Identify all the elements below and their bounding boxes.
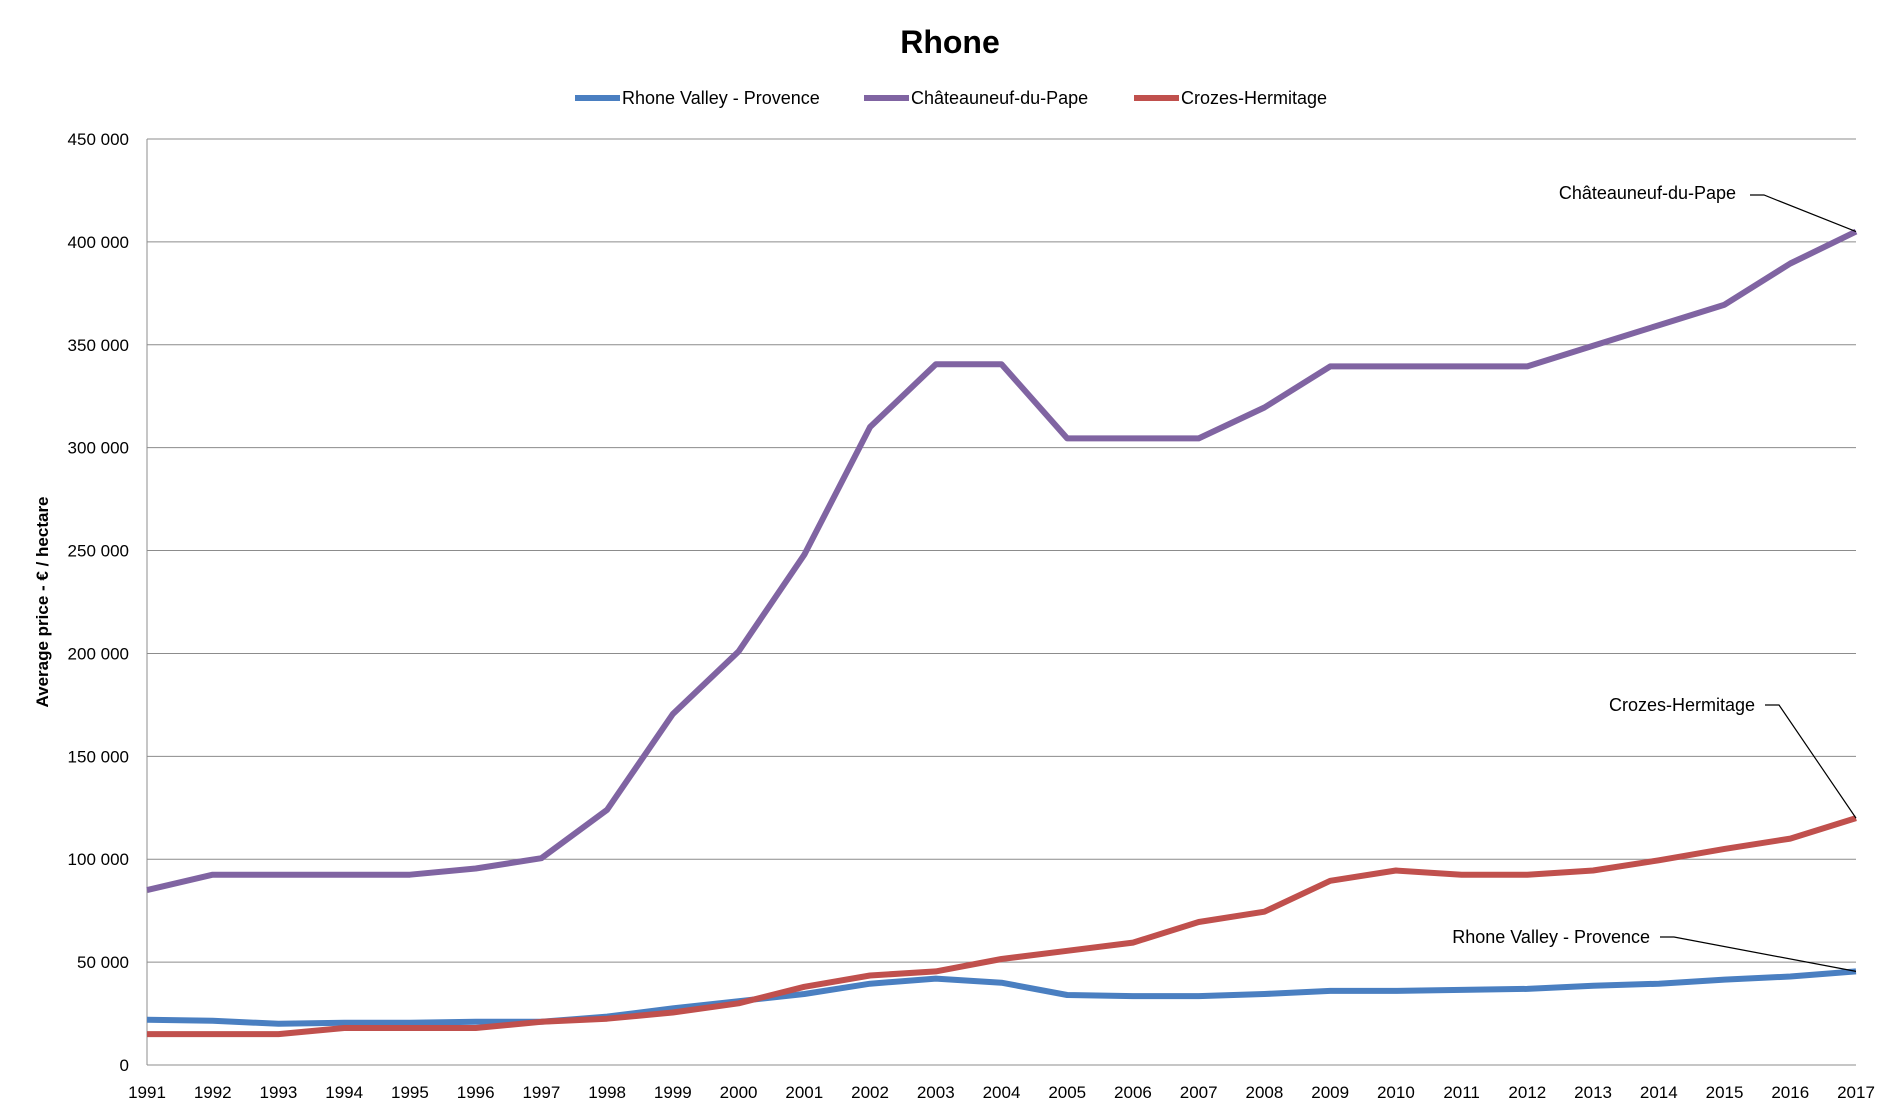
x-tick-label: 1993 (260, 1083, 298, 1102)
annotation-leader-line (1750, 194, 1857, 233)
x-tick-labels: 1991 1992 1993 1994 1995 1996 1997 1998 1999 2000… (128, 1083, 1875, 1102)
series-line-chateauneuf-du-pape (146, 228, 1858, 894)
x-tick-label: 2007 (1180, 1083, 1218, 1102)
x-tick-label: 1999 (654, 1083, 692, 1102)
x-tick-label: 1992 (194, 1083, 232, 1102)
x-tick-label: 2009 (1311, 1083, 1349, 1102)
y-tick-label: 150 000 (68, 747, 129, 766)
annotation-chateauneuf-du-pape: Châteauneuf-du-Pape (1559, 183, 1857, 233)
chart-title: Rhone (900, 24, 1000, 60)
x-tick-label: 1996 (457, 1083, 495, 1102)
x-tick-label: 1995 (391, 1083, 429, 1102)
x-tick-label: 2001 (785, 1083, 823, 1102)
x-tick-label: 2003 (917, 1083, 955, 1102)
y-tick-label: 200 000 (68, 644, 129, 663)
axes (146, 139, 1856, 1066)
x-tick-label: 2002 (851, 1083, 889, 1102)
x-tick-label: 2013 (1574, 1083, 1612, 1102)
annotation-label: Crozes-Hermitage (1609, 695, 1755, 715)
annotation-rhone-valley-provence: Rhone Valley - Provence (1452, 927, 1857, 972)
y-tick-labels: 0 50 000 100 000 150 000 200 000 250 000 300 0… (68, 130, 129, 1075)
x-tick-label: 2008 (1246, 1083, 1284, 1102)
annotation-crozes-hermitage: Crozes-Hermitage (1609, 695, 1857, 819)
x-tick-label: 2005 (1048, 1083, 1086, 1102)
legend-label: Rhone Valley - Provence (622, 88, 820, 108)
legend: Rhone Valley - Provence Châteauneuf-du-Pa… (575, 88, 1327, 108)
legend-item-rhone-valley-provence: Rhone Valley - Provence (575, 88, 820, 108)
series-line-crozes-hermitage (147, 815, 1857, 1038)
legend-item-crozes-hermitage: Crozes-Hermitage (1134, 88, 1327, 108)
annotation-label: Châteauneuf-du-Pape (1559, 183, 1736, 203)
series-lines (146, 228, 1858, 1038)
x-tick-label: 1994 (325, 1083, 363, 1102)
annotation-leader-line (1660, 936, 1857, 972)
x-tick-label: 2015 (1706, 1083, 1744, 1102)
y-axis-label: Average price - € / hectare (33, 496, 52, 707)
annotations: Châteauneuf-du-Pape Crozes-Hermitage Rhone… (1452, 183, 1857, 972)
x-tick-label: 2006 (1114, 1083, 1152, 1102)
y-tick-label: 450 000 (68, 130, 129, 149)
legend-label: Crozes-Hermitage (1181, 88, 1327, 108)
y-tick-label: 0 (120, 1056, 129, 1075)
x-tick-label: 2014 (1640, 1083, 1678, 1102)
y-tick-label: 300 000 (68, 439, 129, 458)
x-tick-label: 2012 (1508, 1083, 1546, 1102)
legend-item-chateauneuf-du-pape: Châteauneuf-du-Pape (864, 88, 1088, 108)
legend-label: Châteauneuf-du-Pape (911, 88, 1088, 108)
y-tick-label: 400 000 (68, 233, 129, 252)
x-tick-label: 2010 (1377, 1083, 1415, 1102)
series-line-rhone-valley-provence (146, 968, 1857, 1027)
x-tick-label: 2017 (1837, 1083, 1875, 1102)
x-tick-label: 2011 (1443, 1083, 1480, 1102)
y-tick-label: 100 000 (68, 850, 129, 869)
x-tick-label: 2004 (983, 1083, 1021, 1102)
x-tick-label: 1997 (522, 1083, 560, 1102)
y-tick-label: 350 000 (68, 336, 129, 355)
y-tick-label: 250 000 (68, 542, 129, 561)
x-tick-label: 2016 (1771, 1083, 1809, 1102)
gridlines (147, 138, 1856, 963)
y-tick-label: 50 000 (77, 953, 129, 972)
annotation-label: Rhone Valley - Provence (1452, 927, 1650, 947)
x-tick-label: 1991 (128, 1083, 166, 1102)
annotation-leader-line (1765, 704, 1857, 819)
x-tick-label: 2000 (720, 1083, 758, 1102)
x-tick-label: 1998 (588, 1083, 626, 1102)
